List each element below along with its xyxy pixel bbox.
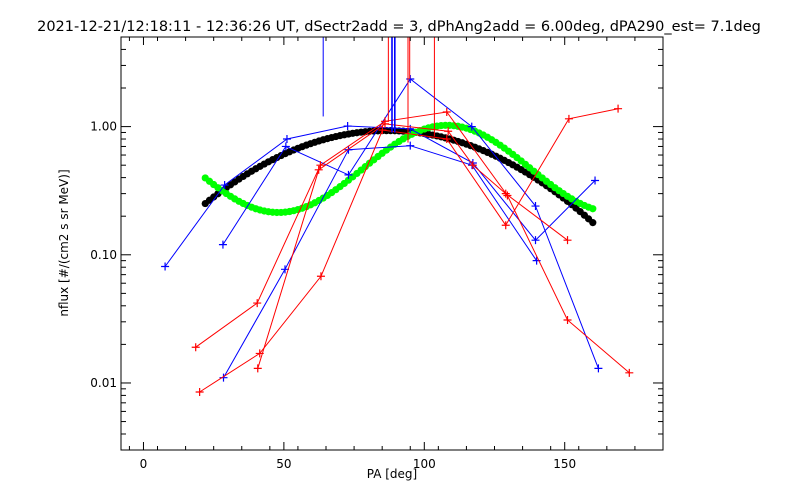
plot-frame bbox=[120, 36, 664, 451]
fit-curves bbox=[201, 121, 597, 227]
chart-title: 2021-12-21/12:18:11 - 12:36:26 UT, dSect… bbox=[37, 19, 761, 35]
red-plus-marker bbox=[191, 343, 200, 352]
red-plus-marker bbox=[468, 161, 477, 170]
red-plus-marker bbox=[380, 119, 389, 128]
x-tick-label: 150 bbox=[553, 457, 576, 471]
blue-plus-marker bbox=[281, 142, 290, 151]
red-plus-marker bbox=[195, 388, 204, 397]
x-tick-label: 0 bbox=[140, 457, 148, 471]
black-fit-point bbox=[589, 219, 597, 227]
blue-plus-marker bbox=[343, 122, 352, 131]
blue-plus-marker bbox=[531, 202, 540, 211]
red-plus-marker bbox=[253, 299, 262, 308]
red-plus-marker bbox=[316, 272, 325, 281]
blue-plus-marker bbox=[344, 170, 353, 179]
blue-plus-marker bbox=[594, 364, 603, 373]
axes: 0 50 100 150 0.01 0.10 1.00 bbox=[90, 36, 663, 471]
red-series-line bbox=[199, 108, 619, 393]
green-fit-point bbox=[589, 205, 597, 213]
blue-plus-marker bbox=[531, 236, 540, 245]
blue-series-line bbox=[223, 145, 538, 378]
blue-plus-marker bbox=[406, 75, 415, 84]
x-tick-label: 50 bbox=[276, 457, 291, 471]
red-plus-marker bbox=[501, 189, 510, 198]
red-plus-marker bbox=[378, 126, 387, 135]
red-plus-marker bbox=[501, 221, 510, 230]
blue-plus-marker bbox=[467, 122, 476, 131]
y-tick-label: 0.10 bbox=[90, 248, 117, 262]
red-plus-marker bbox=[614, 104, 623, 113]
red-plus-marker bbox=[316, 161, 325, 170]
y-axis-label: nflux [#/(cm2 s sr MeV)] bbox=[57, 169, 71, 316]
x-tick-label: 100 bbox=[413, 457, 436, 471]
blue-plus-marker bbox=[220, 181, 229, 190]
y-tick-label: 1.00 bbox=[90, 120, 117, 134]
blue-plus-marker bbox=[591, 176, 600, 185]
red-plus-marker bbox=[442, 107, 451, 116]
red-plus-marker bbox=[625, 368, 634, 377]
blue-plus-marker bbox=[406, 141, 415, 150]
x-axis-label: PA [deg] bbox=[367, 467, 417, 481]
red-plus-marker bbox=[563, 236, 572, 245]
y-tick-label: 0.01 bbox=[90, 376, 117, 390]
data-series bbox=[161, 37, 634, 397]
red-plus-marker bbox=[563, 315, 572, 324]
blue-series-line bbox=[222, 78, 599, 369]
blue-plus-marker bbox=[218, 240, 227, 249]
blue-plus-marker bbox=[161, 262, 170, 271]
blue-plus-marker bbox=[219, 373, 228, 382]
red-plus-marker bbox=[253, 364, 262, 373]
red-plus-marker bbox=[564, 114, 573, 123]
red-plus-marker bbox=[442, 135, 451, 144]
red-plus-marker bbox=[444, 127, 453, 136]
red-plus-marker bbox=[314, 165, 323, 174]
red-series-line bbox=[195, 111, 630, 374]
blue-plus-marker bbox=[282, 135, 291, 144]
blue-plus-marker bbox=[532, 256, 541, 265]
